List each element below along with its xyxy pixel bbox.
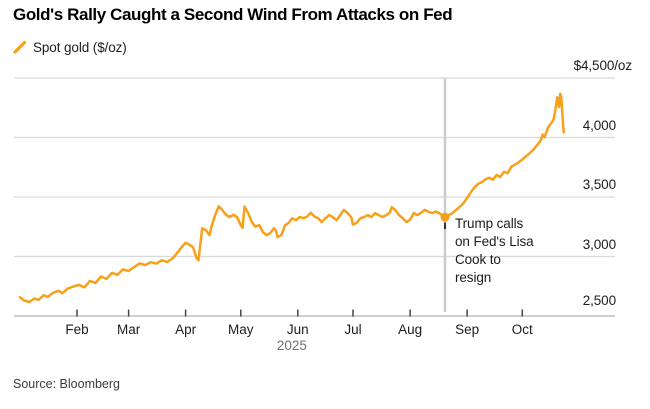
year-label: 2025 <box>276 338 307 353</box>
y-axis-label: 4,000 <box>582 117 616 133</box>
annotation-line: resign <box>455 270 492 286</box>
x-axis-label: May <box>228 322 254 337</box>
source-note: Source: Bloomberg <box>13 377 121 391</box>
x-axis-label: Jul <box>344 322 362 337</box>
y-axis-label: 3,500 <box>582 177 616 192</box>
gold-price-line <box>18 92 565 304</box>
annotation-line: Trump calls <box>455 216 524 232</box>
x-axis-label: Feb <box>65 322 89 337</box>
event-annotation: Trump calls on Fed's Lisa Cook to resign <box>455 215 534 287</box>
y-axis-label: $4,500/oz <box>573 58 633 73</box>
x-axis-label: Mar <box>116 322 141 337</box>
x-axis-label: Oct <box>511 322 533 337</box>
x-axis-label: Sep <box>455 322 480 337</box>
chart-title: Gold's Rally Caught a Second Wind From A… <box>13 5 453 24</box>
event-marker-dot <box>440 212 450 222</box>
legend: Spot gold ($/oz) <box>12 39 127 55</box>
legend-line-icon <box>13 40 27 54</box>
annotation-line: Cook to <box>455 252 501 268</box>
y-axis-label: 2,500 <box>582 293 616 308</box>
y-axis-label: 3,000 <box>582 236 616 252</box>
annotation-line: on Fed's Lisa <box>455 234 534 250</box>
legend-label: Spot gold ($/oz) <box>33 39 127 55</box>
x-axis-label: Aug <box>398 322 423 337</box>
x-axis-label: Jun <box>286 322 309 337</box>
x-axis-label: Apr <box>175 322 197 337</box>
